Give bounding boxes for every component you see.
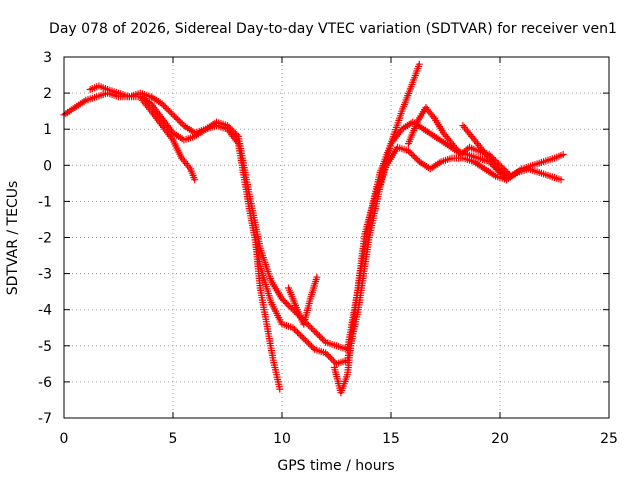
axis-ticks: 0 5 10 15 20 25 -7 -6 -5 -4 -3 -2 -1 0 1 2 3 <box>38 50 618 447</box>
y-tick-label: -2 <box>38 231 52 247</box>
satellite-track-6 <box>330 143 565 397</box>
x-tick-label: 20 <box>491 431 509 447</box>
satellite-track-7 <box>404 104 515 180</box>
x-tick-label: 10 <box>273 431 291 447</box>
y-tick-label: -3 <box>38 267 52 283</box>
y-tick-label: 1 <box>43 122 52 138</box>
y-axis-label: SDTVAR / TECUs <box>5 181 21 296</box>
y-tick-label: 2 <box>43 86 52 102</box>
satellite-track-5 <box>285 273 321 328</box>
y-tick-label: -5 <box>38 339 52 355</box>
satellite-track-8 <box>459 122 510 184</box>
y-tick-label: -1 <box>38 194 52 210</box>
x-tick-label: 15 <box>382 431 400 447</box>
y-tick-label: -7 <box>38 411 52 427</box>
x-tick-label: 0 <box>60 431 69 447</box>
y-tick-label: 0 <box>43 158 52 174</box>
plus-markers <box>139 96 199 184</box>
plus-markers <box>404 104 515 180</box>
plus-markers <box>285 273 321 328</box>
chart-title: Day 078 of 2026, Sidereal Day-to-day VTE… <box>49 21 617 37</box>
plus-markers <box>330 143 565 397</box>
satellite-track-4 <box>252 241 284 393</box>
x-axis-label: GPS time / hours <box>277 458 394 474</box>
plus-markers <box>252 241 284 393</box>
y-tick-label: 3 <box>43 50 52 66</box>
data-points <box>60 60 567 397</box>
x-tick-label: 25 <box>600 431 618 447</box>
x-tick-label: 5 <box>169 431 178 447</box>
plus-markers <box>459 122 510 184</box>
y-tick-label: -6 <box>38 375 52 391</box>
y-tick-label: -4 <box>38 303 52 319</box>
satellite-track-3 <box>139 96 199 184</box>
